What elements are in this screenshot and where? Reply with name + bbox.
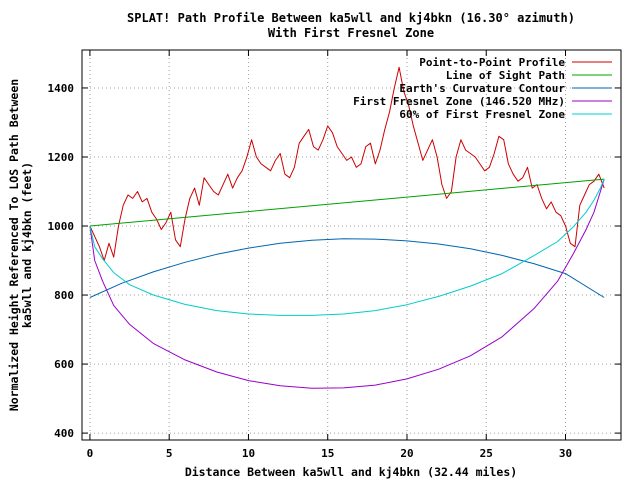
plot-frame [81, 49, 622, 441]
x-tick-label: 20 [400, 447, 413, 460]
x-tick-label: 25 [480, 447, 493, 460]
axis-ticks: 0 5 10 15 20 25 30 400 600 800 1000 1200 1400 [48, 50, 621, 460]
x-axis-label: Distance Between ka5wll and kj4bkn (32.4… [185, 465, 517, 479]
legend-label: Earth's Curvature Contour [399, 82, 565, 95]
chart-title: SPLAT! Path Profile Between ka5wll and k… [127, 11, 575, 25]
x-tick-label: 0 [87, 447, 94, 460]
series-line-point-to-point-profile [89, 66, 605, 261]
y-axis-label-line1: Normalized Height Referenced To LOS Path… [7, 79, 21, 411]
plot-series [89, 66, 605, 389]
x-tick-label: 15 [321, 447, 334, 460]
legend-label: Point-to-Point Profile [419, 56, 565, 69]
y-tick-label: 1200 [48, 151, 75, 164]
series-line-60-of-first-fresnel-zone [89, 178, 605, 316]
legend-label: 60% of First Fresnel Zone [399, 108, 565, 121]
y-tick-label: 600 [54, 358, 74, 371]
legend-label: First Fresnel Zone (146.520 MHz) [353, 95, 565, 108]
y-axis-label-line2: ka5wll and kj4bkn (feet) [20, 162, 34, 328]
y-tick-label: 400 [54, 427, 74, 440]
y-tick-label: 1400 [48, 82, 75, 95]
grid [82, 50, 621, 440]
chart-subtitle: With First Fresnel Zone [268, 26, 434, 40]
x-tick-label: 5 [166, 447, 173, 460]
x-tick-label: 30 [559, 447, 572, 460]
x-tick-label: 10 [242, 447, 255, 460]
series-line-first-fresnel-zone-146-520-mhz [89, 178, 605, 389]
y-tick-label: 800 [54, 289, 74, 302]
y-tick-label: 1000 [48, 220, 75, 233]
series-line-line-of-sight-path [89, 178, 605, 227]
series-line-earth-s-curvature-contour [89, 238, 605, 298]
legend-label: Line of Sight Path [446, 69, 565, 82]
